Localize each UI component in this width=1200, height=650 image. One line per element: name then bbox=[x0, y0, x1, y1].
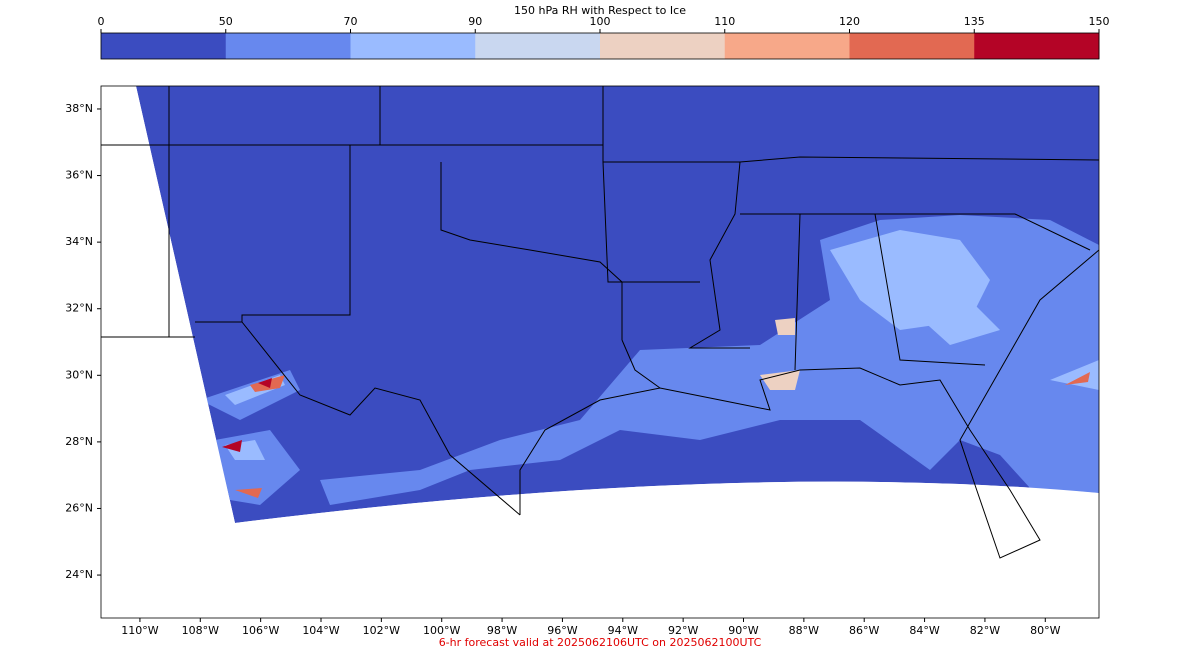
x-tick-label: 92°W bbox=[668, 624, 698, 637]
y-tick-label: 32°N bbox=[65, 302, 93, 315]
colorbar-segment bbox=[974, 33, 1100, 59]
x-tick-label: 102°W bbox=[363, 624, 400, 637]
y-tick-label: 30°N bbox=[65, 368, 93, 381]
y-tick-label: 26°N bbox=[65, 501, 93, 514]
y-tick-label: 34°N bbox=[65, 235, 93, 248]
x-tick-label: 96°W bbox=[547, 624, 577, 637]
colorbar-segment bbox=[475, 33, 601, 59]
x-tick-label: 80°W bbox=[1030, 624, 1060, 637]
x-tick-label: 86°W bbox=[849, 624, 879, 637]
colorbar-tick-label: 50 bbox=[219, 15, 233, 28]
x-tick-label: 82°W bbox=[970, 624, 1000, 637]
x-tick-label: 88°W bbox=[789, 624, 819, 637]
colorbar-segment bbox=[600, 33, 726, 59]
map-ticks: 110°W 108°W 106°W 104°W 102°W 100°W 98°W 96°W 94… bbox=[65, 102, 1060, 637]
x-tick-label: 90°W bbox=[728, 624, 758, 637]
y-tick-label: 28°N bbox=[65, 435, 93, 448]
x-tick-label: 110°W bbox=[121, 624, 158, 637]
colorbar-tick-label: 110 bbox=[714, 15, 735, 28]
colorbar-segment bbox=[350, 33, 476, 59]
x-tick-label: 84°W bbox=[909, 624, 939, 637]
y-tick-label: 36°N bbox=[65, 169, 93, 182]
colorbar-segment bbox=[849, 33, 975, 59]
y-tick-label: 24°N bbox=[65, 568, 93, 581]
footer-caption: 6-hr forecast valid at 2025062106UTC on … bbox=[439, 636, 762, 649]
colorbar-tick-label: 70 bbox=[344, 15, 358, 28]
x-tick-label: 106°W bbox=[242, 624, 279, 637]
x-tick-label: 98°W bbox=[487, 624, 517, 637]
map-field bbox=[101, 86, 1099, 618]
x-tick-label: 108°W bbox=[182, 624, 219, 637]
colorbar: 0 50 70 90 100 110 120 135 150 bbox=[98, 15, 1110, 59]
colorbar-tick-label: 135 bbox=[964, 15, 985, 28]
colorbar-frame bbox=[100, 32, 1100, 60]
x-tick-label: 100°W bbox=[423, 624, 460, 637]
colorbar-tick-label: 100 bbox=[590, 15, 611, 28]
colorbar-segment bbox=[724, 33, 850, 59]
colorbar-tick-label: 120 bbox=[839, 15, 860, 28]
colorbar-tick-label: 90 bbox=[468, 15, 482, 28]
colorbar-segment bbox=[225, 33, 351, 59]
x-tick-label: 104°W bbox=[302, 624, 339, 637]
map-frame bbox=[100, 85, 1100, 619]
x-tick-label: 94°W bbox=[608, 624, 638, 637]
colorbar-segment bbox=[101, 33, 227, 59]
colorbar-tick-label: 0 bbox=[98, 15, 105, 28]
colorbar-tick-label: 150 bbox=[1089, 15, 1110, 28]
boundaries bbox=[101, 86, 1099, 559]
y-tick-label: 38°N bbox=[65, 102, 93, 115]
colorbar-title: 150 hPa RH with Respect to Ice bbox=[514, 4, 686, 17]
